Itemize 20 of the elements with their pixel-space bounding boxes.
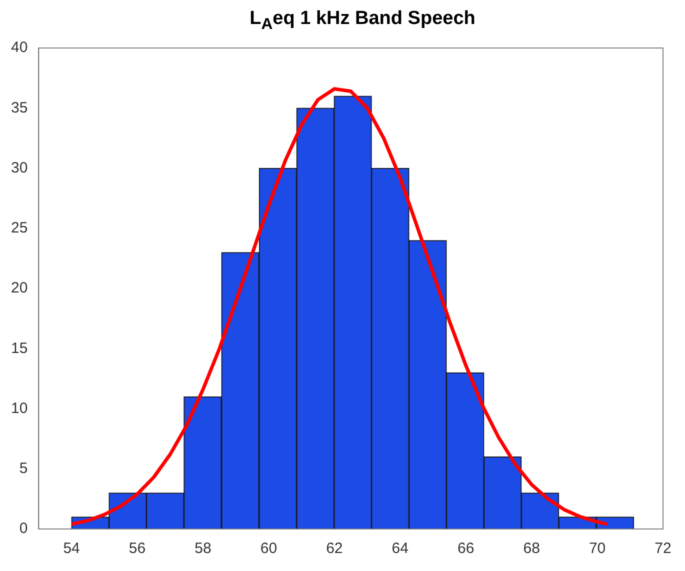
x-tick-label: 58 (194, 540, 212, 558)
x-tick-label: 60 (260, 540, 278, 558)
y-tick-label: 35 (10, 99, 28, 116)
y-tick-label: 30 (10, 159, 28, 176)
chart-title: L$_{A}$eq 1 kHz Band Speech (248, 8, 476, 35)
y-tick-label: 40 (10, 39, 28, 56)
x-tick-label: 54 (63, 540, 80, 558)
y-tick-label: 15 (10, 340, 28, 357)
x-tick-label: 68 (523, 540, 540, 558)
y-tick-label: 0 (19, 520, 28, 538)
x-tick-label: 66 (458, 540, 474, 558)
x-tick-label: 64 (392, 540, 408, 558)
x-tick-label: 62 (326, 540, 343, 558)
x-tick-label: 56 (128, 540, 146, 558)
y-tick-label: 25 (10, 220, 28, 237)
y-tick-label: 20 (10, 280, 28, 297)
x-tick-label: 70 (588, 540, 606, 558)
x-tick-label: 72 (654, 540, 672, 558)
y-tick-label: 5 (19, 460, 28, 478)
y-tick-label: 10 (10, 400, 28, 417)
